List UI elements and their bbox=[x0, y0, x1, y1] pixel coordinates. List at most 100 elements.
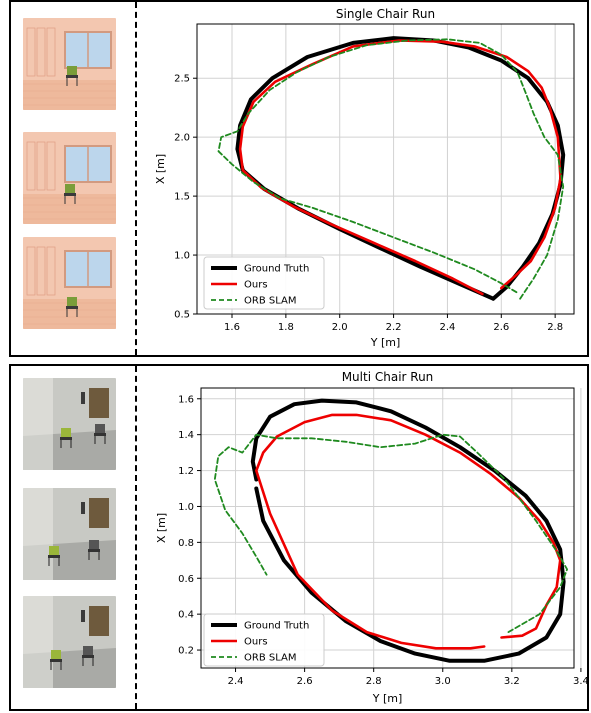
y-tick-label: 0.2 bbox=[178, 646, 194, 657]
chair-back bbox=[95, 424, 105, 433]
wall-picture bbox=[81, 392, 85, 404]
y-tick-label: 0.6 bbox=[178, 574, 194, 585]
shelf bbox=[89, 606, 109, 636]
scene-render bbox=[23, 18, 116, 110]
y-axis-label: X [m] bbox=[154, 154, 167, 184]
chair-seat bbox=[88, 549, 100, 552]
scene-render bbox=[23, 132, 116, 224]
multi-chair-panel: 2.4 2.6 2.8 3.0 3.2 3.4 0.2 0.4 0.6 0.8 1.0 1.2 1.4 1… bbox=[9, 364, 589, 711]
chair-seat bbox=[64, 193, 76, 196]
legend-label: Ours bbox=[244, 637, 268, 648]
x-axis-label: Y [m] bbox=[372, 692, 403, 705]
scene-render bbox=[23, 237, 116, 329]
legend-label: ORB SLAM bbox=[244, 653, 296, 664]
series-line-orb-slam bbox=[213, 433, 568, 634]
y-tick-label: 1.2 bbox=[178, 466, 194, 477]
light-patch bbox=[23, 488, 53, 580]
y-tick-label: 1.5 bbox=[174, 192, 190, 203]
chair-back bbox=[65, 184, 75, 193]
x-tick-label: 2.4 bbox=[228, 676, 244, 687]
y-tick-label: 0.5 bbox=[174, 310, 190, 321]
x-tick-label: 2.0 bbox=[332, 322, 348, 333]
chair-back bbox=[51, 650, 61, 659]
chair-seat bbox=[48, 555, 60, 558]
multi-chair-chart: 2.4 2.6 2.8 3.0 3.2 3.4 0.2 0.4 0.6 0.8 1.0 1.2 1.4 1… bbox=[155, 370, 587, 705]
room-floor bbox=[23, 194, 116, 224]
scene-thumbnail-1 bbox=[23, 18, 116, 110]
chair-seat bbox=[82, 655, 94, 658]
chair-seat bbox=[60, 437, 72, 440]
chair-back bbox=[83, 646, 93, 655]
x-tick-label: 3.4 bbox=[573, 676, 587, 687]
x-tick-label: 3.2 bbox=[504, 676, 520, 687]
y-tick-label: 0.8 bbox=[178, 538, 194, 549]
x-tick-label: 2.6 bbox=[493, 322, 509, 333]
plot-frame bbox=[200, 387, 575, 669]
wall-panel bbox=[26, 246, 36, 296]
wall-panel bbox=[36, 27, 46, 77]
shelf bbox=[89, 498, 109, 528]
chair-back bbox=[67, 66, 77, 75]
legend-label: Ours bbox=[244, 280, 268, 291]
x-tick-label: 1.8 bbox=[278, 322, 294, 333]
y-axis-label: X [m] bbox=[155, 513, 168, 543]
x-tick-label: 2.8 bbox=[547, 322, 563, 333]
scene-render bbox=[23, 378, 116, 470]
scene-thumbnail-3 bbox=[23, 596, 116, 688]
x-tick-label: 2.4 bbox=[439, 322, 455, 333]
wall-panel bbox=[46, 27, 56, 77]
chair-seat bbox=[50, 659, 62, 662]
legend-label: Ground Truth bbox=[244, 264, 309, 275]
dashed-divider bbox=[135, 366, 137, 709]
series-line-ours bbox=[255, 413, 562, 650]
chair-back bbox=[61, 428, 71, 437]
wall-panel bbox=[26, 27, 36, 77]
chair-back bbox=[67, 297, 77, 306]
y-tick-label: 2.5 bbox=[174, 74, 190, 85]
x-tick-label: 3.0 bbox=[435, 676, 451, 687]
scene-render bbox=[23, 488, 116, 580]
chart-title: Multi Chair Run bbox=[342, 370, 434, 384]
chart-title: Single Chair Run bbox=[336, 7, 435, 21]
scene-thumbnail-2 bbox=[23, 132, 116, 224]
legend-label: Ground Truth bbox=[244, 621, 309, 632]
room-floor bbox=[23, 299, 116, 329]
series-line-ours bbox=[238, 39, 562, 296]
wall-picture bbox=[81, 502, 85, 514]
wall-panel bbox=[26, 141, 36, 191]
series-line-orb-slam bbox=[217, 38, 565, 300]
y-tick-label: 2.0 bbox=[174, 133, 190, 144]
single-chair-chart: 1.6 1.8 2.0 2.2 2.4 2.6 2.8 0.5 1.0 1.5 2.0 2.5 Sing… bbox=[154, 7, 575, 349]
y-tick-label: 1.6 bbox=[178, 394, 194, 405]
x-tick-label: 1.6 bbox=[224, 322, 240, 333]
x-axis-label: Y [m] bbox=[370, 336, 401, 349]
room-floor bbox=[23, 80, 116, 110]
y-tick-label: 1.0 bbox=[174, 251, 190, 262]
wall-picture bbox=[81, 610, 85, 622]
chair-seat bbox=[66, 75, 78, 78]
dashed-divider bbox=[135, 2, 137, 355]
y-tick-label: 0.4 bbox=[178, 610, 194, 621]
x-tick-label: 2.8 bbox=[366, 676, 382, 687]
wall-panel bbox=[46, 246, 56, 296]
single-chair-panel: 1.6 1.8 2.0 2.2 2.4 2.6 2.8 0.5 1.0 1.5 2.0 2.5 Sing… bbox=[9, 0, 589, 357]
y-tick-label: 1.0 bbox=[178, 502, 194, 513]
wall-panel bbox=[36, 246, 46, 296]
chair-back bbox=[89, 540, 99, 549]
wall-panel bbox=[36, 141, 46, 191]
shelf bbox=[89, 388, 109, 418]
chair-seat bbox=[94, 433, 106, 436]
scene-thumbnail-2 bbox=[23, 488, 116, 580]
scene-thumbnail-3 bbox=[23, 237, 116, 329]
y-tick-label: 1.4 bbox=[178, 430, 194, 441]
light-patch bbox=[23, 378, 53, 470]
plot-frame bbox=[196, 23, 575, 315]
x-tick-label: 2.2 bbox=[386, 322, 402, 333]
legend-label: ORB SLAM bbox=[244, 296, 296, 307]
x-tick-label: 2.6 bbox=[297, 676, 313, 687]
chair-back bbox=[49, 546, 59, 555]
wall-panel bbox=[46, 141, 56, 191]
scene-render bbox=[23, 596, 116, 688]
chair-seat bbox=[66, 306, 78, 309]
light-patch bbox=[23, 596, 53, 688]
